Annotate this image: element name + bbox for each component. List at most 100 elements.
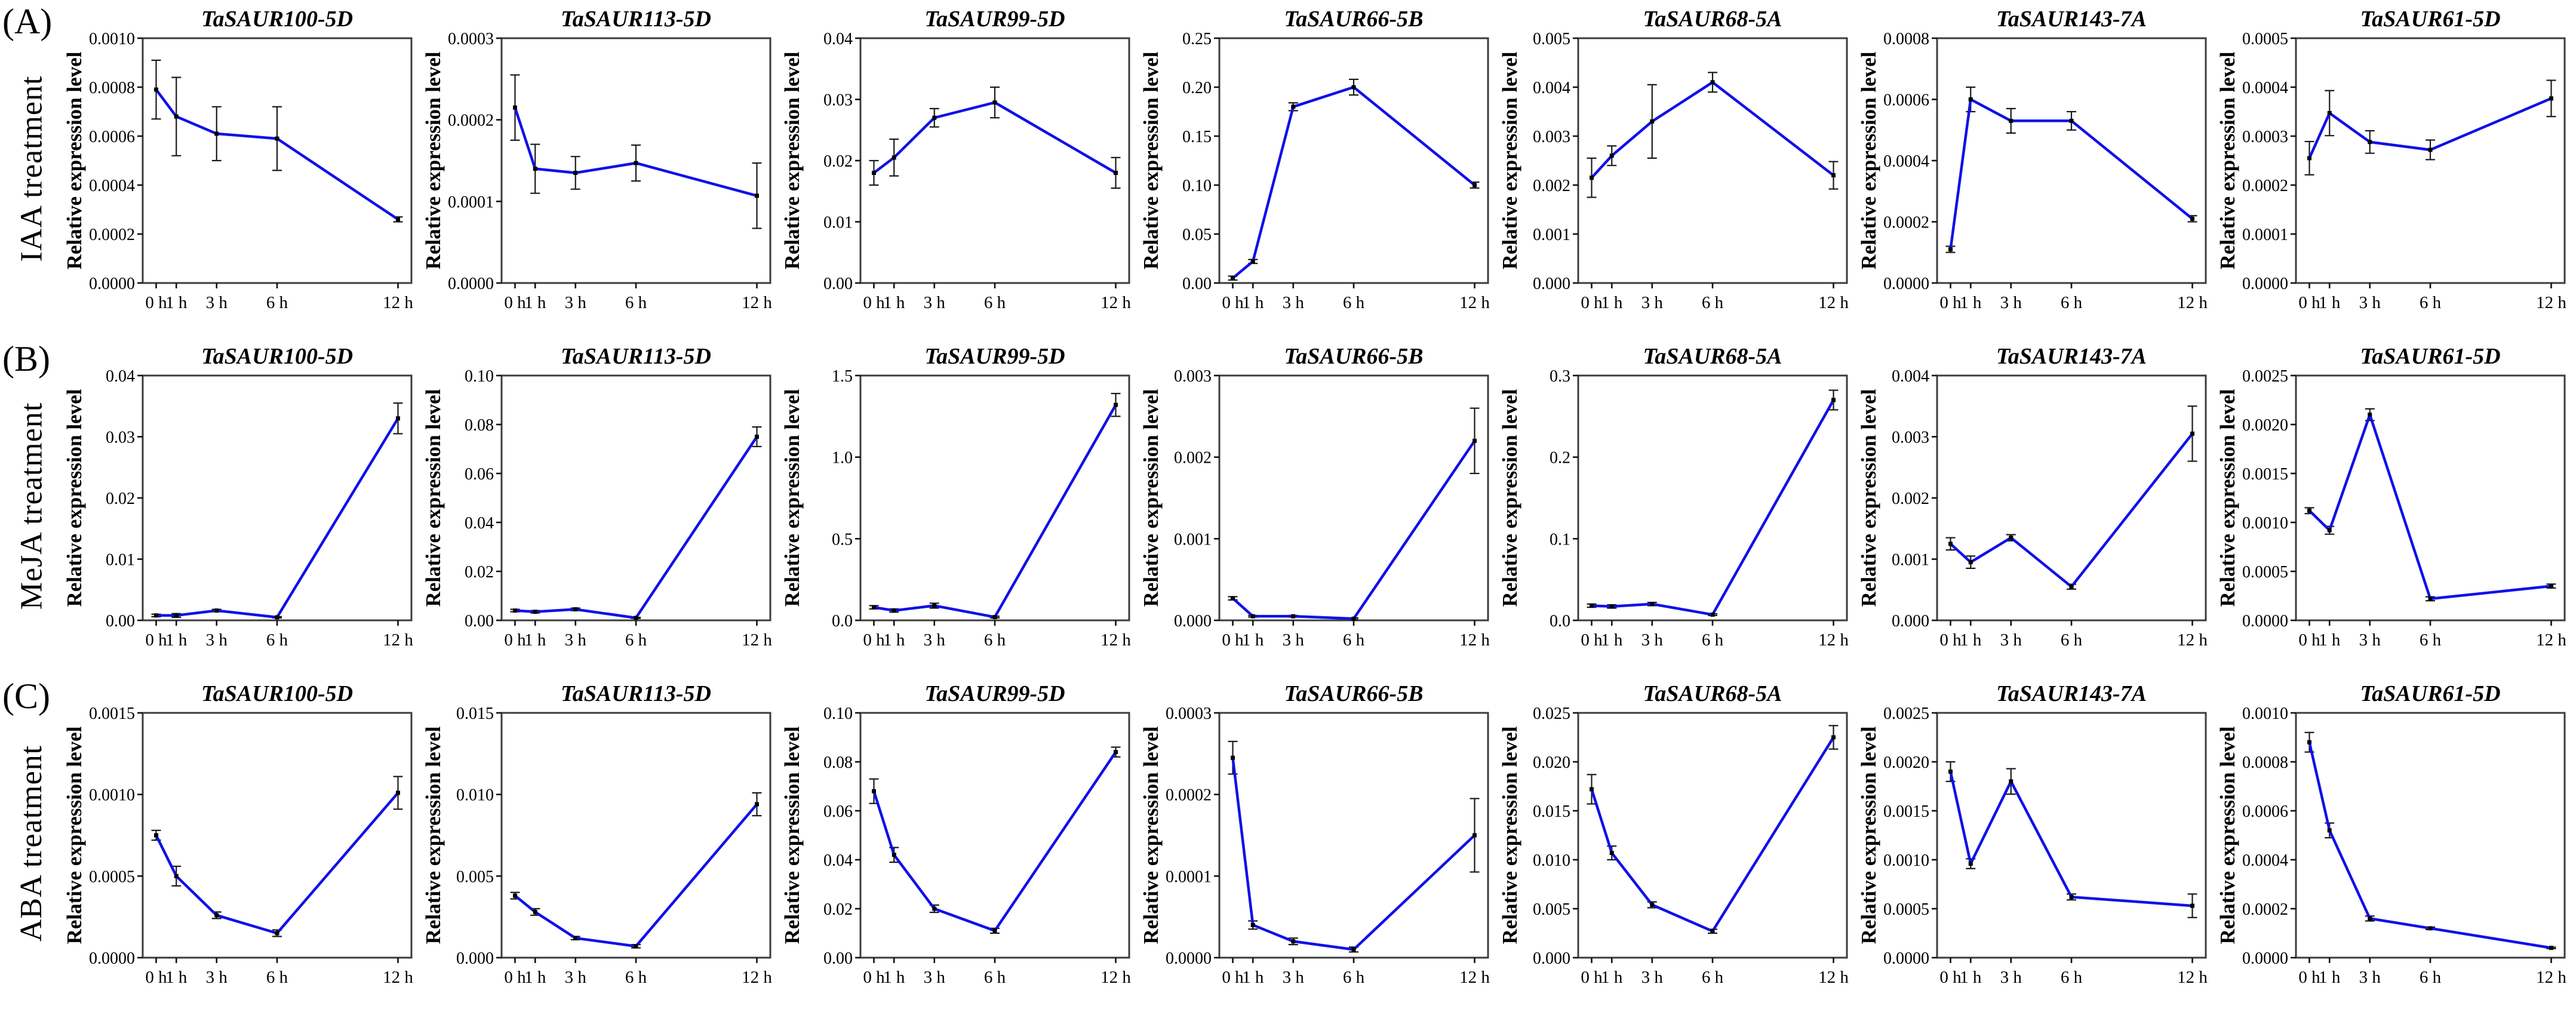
y-tick-label: 0.0003	[2242, 128, 2288, 146]
data-point-marker	[1831, 173, 1836, 178]
y-tick-label: 0.0002	[1166, 786, 1212, 805]
y-tick-label: 0.015	[456, 705, 494, 723]
x-tick-label: 3 h	[2000, 630, 2022, 650]
chart-title: TaSAUR66-5B	[1284, 7, 1424, 32]
y-tick-label: 0.00	[465, 612, 494, 630]
chart-title: TaSAUR61-5D	[2360, 681, 2500, 706]
data-point-marker	[1831, 735, 1836, 740]
y-axis-label: Relative expression level	[63, 51, 86, 269]
y-axis-label: Relative expression level	[2217, 51, 2239, 269]
x-tick-label: 1 h	[165, 630, 187, 650]
data-point-marker	[1250, 259, 1255, 264]
data-point-marker	[1351, 85, 1356, 90]
y-tick-label: 0.0003	[448, 30, 494, 48]
x-tick-label: 6 h	[266, 630, 288, 650]
y-axis-label: Relative expression level	[1140, 51, 1163, 269]
chart-title: TaSAUR66-5B	[1284, 681, 1424, 706]
y-tick-label: 0.000	[1174, 612, 1212, 630]
x-tick-label: 3 h	[1641, 293, 1664, 312]
y-tick-label: 0.004	[1533, 79, 1570, 97]
x-tick-label: 6 h	[266, 968, 288, 987]
chart-title: TaSAUR113-5D	[561, 344, 711, 369]
y-tick-label: 0.000	[1533, 275, 1570, 293]
chart-title: TaSAUR99-5D	[924, 7, 1065, 32]
data-point-marker	[755, 802, 759, 807]
data-point-marker	[1650, 119, 1655, 124]
y-tick-label: 0.000	[456, 949, 494, 968]
data-point-marker	[634, 616, 638, 620]
x-tick-label: 12 h	[2536, 293, 2566, 312]
y-tick-label: 0.0003	[1166, 705, 1212, 723]
x-tick-label: 6 h	[625, 293, 647, 312]
y-tick-label: 0.0002	[1883, 214, 1929, 232]
data-point-marker	[1948, 769, 1953, 774]
y-tick-label: 0.0001	[2242, 226, 2288, 244]
y-tick-label: 0.25	[1182, 30, 1212, 48]
data-point-marker	[2190, 216, 2194, 221]
chart-title: TaSAUR68-5A	[1643, 344, 1782, 369]
y-axis-label: Relative expression level	[422, 389, 445, 607]
x-tick-label: 6 h	[1702, 293, 1724, 312]
y-axis-label: Relative expression level	[422, 726, 445, 944]
data-point-marker	[1114, 750, 1118, 755]
x-tick-label: 0 h	[1222, 968, 1244, 987]
treatment-label-wrap: IAA treatment	[0, 0, 63, 337]
y-tick-label: 0.0006	[89, 128, 135, 146]
y-tick-label: 0.0002	[2242, 900, 2288, 919]
y-tick-label: 0.0000	[2242, 612, 2288, 630]
plot-box	[1936, 712, 2207, 959]
y-tick-label: 0.010	[1533, 851, 1570, 870]
data-point-marker	[174, 873, 179, 878]
y-tick-label: 0.0015	[2242, 465, 2288, 484]
y-tick-label: 0.0001	[448, 193, 494, 211]
y-tick-label: 0.0004	[2242, 851, 2288, 870]
x-tick-label: 0 h	[1939, 630, 1962, 650]
y-axis-label: Relative expression level	[1499, 51, 1521, 269]
data-point-marker	[1968, 560, 1973, 565]
y-axis-label: Relative expression level	[1858, 51, 1880, 269]
y-tick-label: 0.10	[823, 705, 853, 723]
plot-box	[500, 374, 771, 622]
x-tick-label: 3 h	[2359, 630, 2381, 650]
x-tick-label: 0 h	[504, 968, 526, 987]
chart-svg: 0.00 0.02 0.04 0.06 0.08 0.10 0 h1 h 3 h 6 h 12 h…	[780, 681, 1131, 987]
y-tick-label: 0.0010	[2242, 705, 2288, 723]
x-tick-label: 1 h	[524, 293, 546, 312]
y-axis-label: Relative expression level	[63, 389, 86, 607]
panel-row-A: (A) IAA treatment 0.0000 0.0002 0.0004 0.0006…	[0, 0, 2576, 337]
plot-box	[859, 712, 1130, 959]
x-tick-label: 12 h	[1459, 630, 1490, 650]
x-tick-label: 6 h	[984, 630, 1006, 650]
y-tick-label: 0.03	[106, 429, 135, 447]
x-tick-label: 3 h	[1641, 968, 1664, 987]
data-point-marker	[2428, 596, 2433, 601]
panel-letter-C: (C)	[2, 676, 50, 716]
chart-svg: 0.000 0.005 0.010 0.015 0.020 0.025 0 h1 h 3 h 6…	[1498, 681, 1849, 987]
plot-box	[142, 374, 413, 622]
y-axis-label: Relative expression level	[2217, 726, 2239, 944]
y-tick-label: 0.00	[1182, 275, 1212, 293]
y-tick-label: 0.0000	[448, 275, 494, 293]
data-point-marker	[755, 193, 759, 198]
y-tick-label: 0.0006	[1883, 91, 1929, 110]
data-point-marker	[396, 217, 400, 222]
plot-box	[1218, 374, 1489, 622]
plot-box	[142, 712, 413, 959]
y-tick-label: 0.000	[1892, 612, 1929, 630]
data-point-marker	[1351, 616, 1356, 621]
data-point-marker	[872, 789, 876, 793]
y-axis-label: Relative expression level	[1140, 726, 1163, 944]
data-point-marker	[992, 615, 997, 620]
data-point-marker	[1831, 398, 1836, 402]
y-tick-label: 0.08	[465, 416, 494, 435]
row-label-column: (B) MeJA treatment	[0, 337, 63, 675]
data-point-marker	[275, 136, 279, 141]
y-tick-label: 0.0005	[2242, 563, 2288, 582]
y-axis-label: Relative expression level	[1858, 726, 1880, 944]
x-tick-label: 0 h	[2298, 968, 2320, 987]
x-tick-label: 6 h	[984, 293, 1006, 312]
x-tick-label: 0 h	[504, 293, 526, 312]
y-tick-label: 0.10	[1182, 177, 1212, 195]
